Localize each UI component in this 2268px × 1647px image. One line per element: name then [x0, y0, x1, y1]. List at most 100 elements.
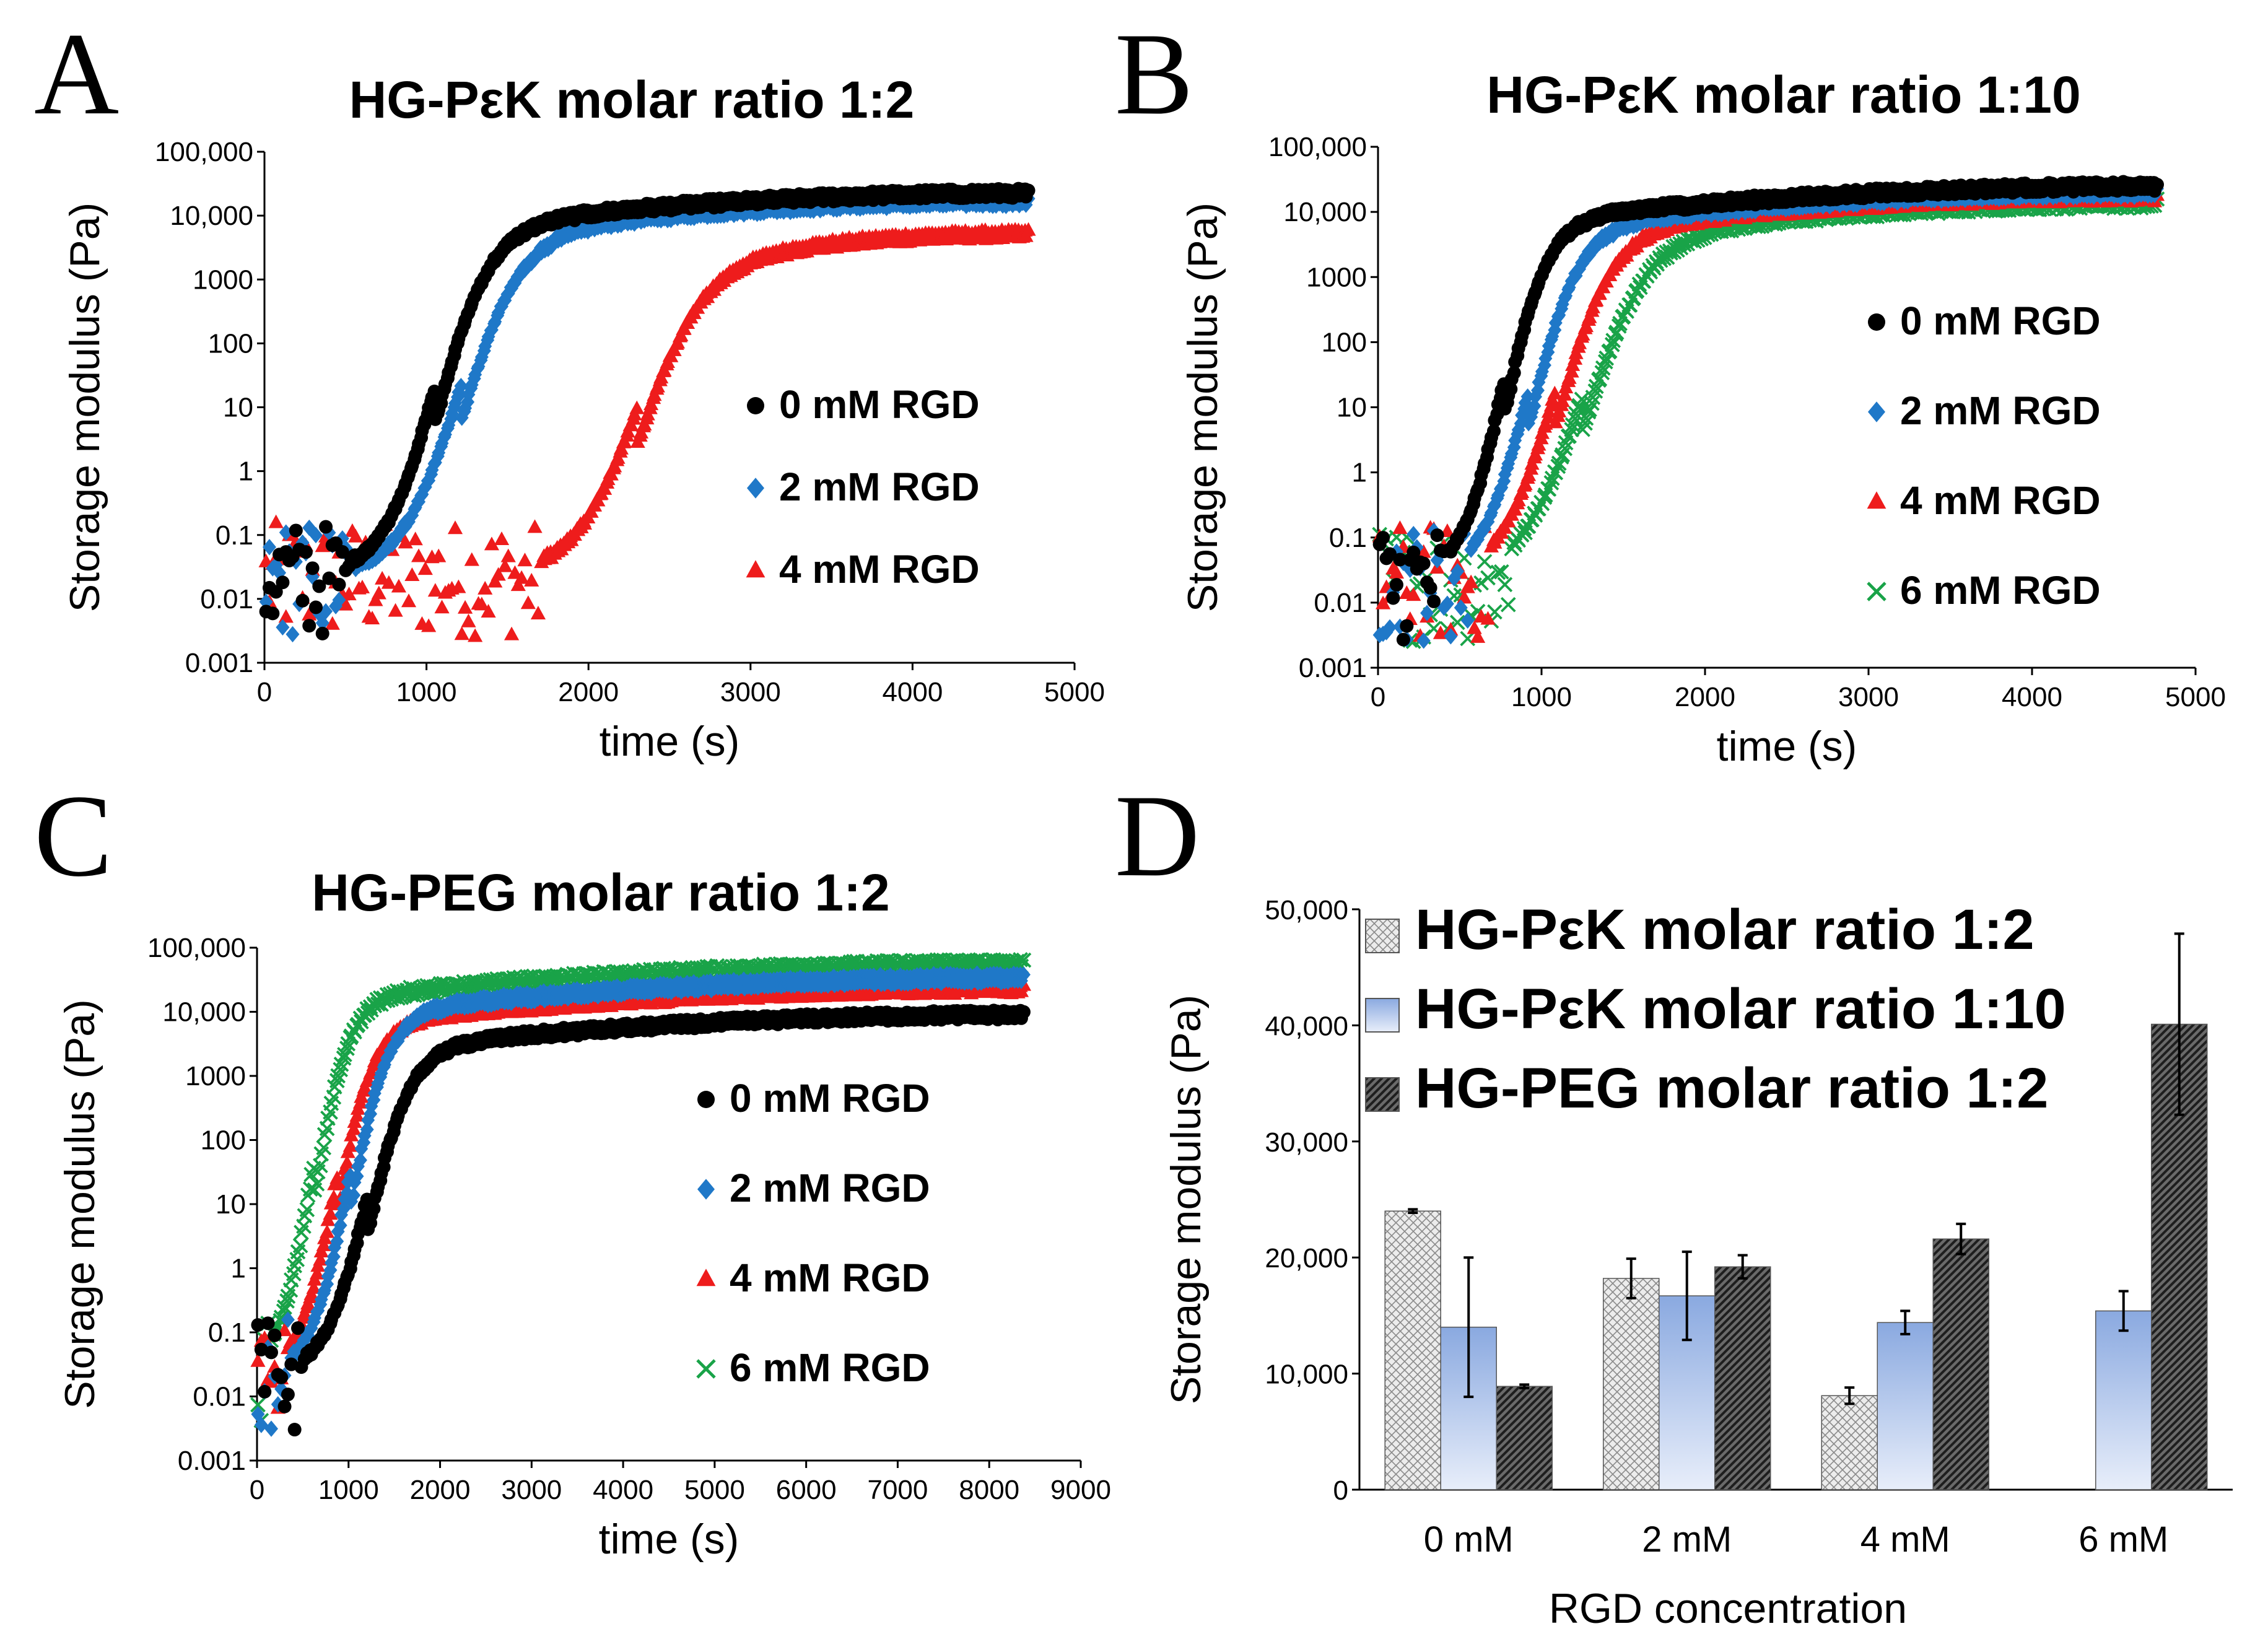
data-point — [281, 1387, 295, 1402]
data-point — [268, 1328, 282, 1342]
data-point — [332, 592, 346, 608]
data-point — [1507, 365, 1521, 380]
data-point — [1497, 577, 1513, 593]
data-point — [338, 596, 354, 611]
legend-label: 6 mM RGD — [730, 1345, 930, 1390]
data-point — [333, 1062, 349, 1078]
data-point — [347, 1187, 361, 1204]
data-point — [1550, 458, 1566, 474]
data-point — [520, 595, 536, 609]
data-point — [401, 593, 417, 608]
data-point — [332, 577, 346, 592]
data-point — [305, 561, 320, 575]
y-tick-label: 0 — [1333, 1475, 1348, 1506]
data-point — [377, 1056, 391, 1073]
legend-marker — [696, 1359, 716, 1379]
data-point — [1527, 398, 1542, 414]
data-point — [322, 571, 336, 585]
data-point — [1611, 318, 1627, 334]
data-point — [1467, 536, 1481, 553]
data-point — [1383, 619, 1397, 636]
legend-marker — [1868, 313, 1885, 331]
x-axis-label: time (s) — [599, 1516, 739, 1563]
x-tick-label: 2000 — [1675, 682, 1735, 712]
legend-label: 2 mM RGD — [1900, 388, 2101, 433]
data-point — [1478, 520, 1492, 537]
data-point — [1389, 578, 1403, 592]
data-point — [454, 378, 468, 395]
data-point — [276, 619, 290, 636]
data-point — [1557, 387, 1572, 401]
x-axis-label: time (s) — [600, 718, 740, 765]
y-tick-label: 100,000 — [155, 137, 253, 167]
data-point — [1416, 632, 1431, 649]
data-point — [500, 548, 516, 562]
data-point — [514, 570, 530, 584]
data-point — [292, 1238, 308, 1254]
data-point — [1470, 629, 1486, 643]
x-tick-label: 6000 — [776, 1475, 837, 1505]
y-tick-label: 30,000 — [1265, 1127, 1348, 1158]
bar — [1384, 1210, 1441, 1490]
data-point — [251, 1318, 265, 1332]
data-point — [412, 493, 426, 510]
data-point — [1447, 570, 1461, 587]
data-point — [404, 567, 420, 581]
data-point — [286, 626, 300, 643]
data-point — [1577, 415, 1593, 431]
data-point — [312, 579, 326, 593]
x-tick-label: 4000 — [882, 677, 943, 707]
data-point — [274, 1370, 289, 1384]
data-point — [1021, 222, 1036, 236]
y-tick-label: 1 — [1352, 458, 1367, 488]
data-point — [497, 558, 513, 572]
data-point — [361, 1112, 375, 1129]
y-tick-label: 0.1 — [208, 1317, 246, 1348]
data-point — [308, 526, 323, 544]
data-point — [291, 1321, 305, 1335]
data-point — [1406, 587, 1421, 601]
data-point — [461, 613, 476, 627]
legend-marker — [746, 560, 765, 578]
y-axis-label: Storage modulus (Pa) — [1162, 995, 1210, 1404]
x-tick-label: 3000 — [501, 1475, 562, 1505]
data-point — [287, 1423, 302, 1437]
x-tick-label: 7000 — [867, 1475, 928, 1505]
data-point — [281, 1311, 295, 1328]
data-point — [1393, 553, 1407, 567]
legend-label: 2 mM RGD — [730, 1166, 930, 1210]
data-point — [527, 519, 543, 533]
data-point — [1016, 952, 1032, 968]
y-tick-label: 10,000 — [162, 997, 246, 1028]
data-point — [1587, 383, 1603, 399]
data-point — [1476, 554, 1493, 570]
y-tick-label: 0.01 — [193, 1382, 246, 1412]
data-point — [432, 444, 446, 461]
category-label: 4 mM — [1860, 1519, 1950, 1560]
data-point — [1396, 632, 1410, 647]
bar — [1877, 1322, 1934, 1490]
data-point — [277, 1399, 292, 1413]
data-point — [431, 548, 447, 562]
data-point — [1460, 612, 1475, 629]
chart-a: HG-PεK molar ratio 1:20.0010.010.1110100… — [61, 71, 1105, 765]
legend-label: 6 mM RGD — [1900, 568, 2101, 613]
legend-swatch — [1365, 919, 1400, 953]
data-point — [408, 531, 423, 546]
data-point — [1392, 520, 1408, 535]
data-point — [349, 1107, 365, 1122]
data-point — [421, 618, 437, 632]
data-point — [478, 338, 492, 355]
data-point — [391, 526, 406, 543]
data-point — [1016, 1005, 1031, 1019]
x-tick-label: 0 — [250, 1475, 264, 1505]
data-point — [411, 548, 427, 562]
data-point — [319, 603, 333, 620]
data-point — [268, 514, 284, 528]
y-tick-label: 50,000 — [1265, 895, 1348, 925]
data-point — [291, 1343, 305, 1361]
data-point — [1423, 581, 1437, 595]
data-point — [510, 577, 526, 592]
bar — [1603, 1278, 1660, 1490]
